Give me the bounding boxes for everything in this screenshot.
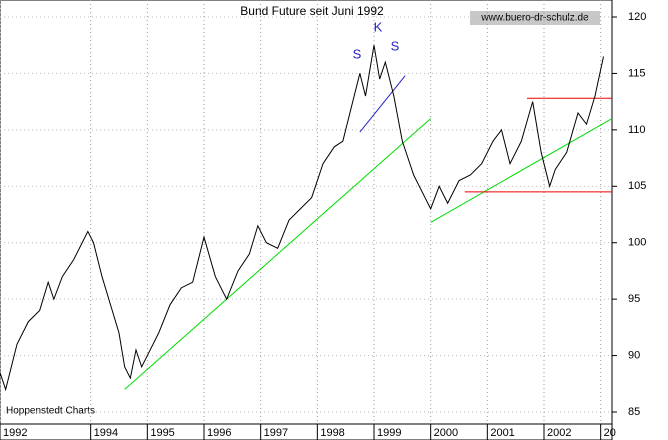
y-tick-label: 110 — [628, 124, 646, 136]
watermark-box — [470, 11, 600, 25]
x-tick-label: 1994 — [94, 427, 118, 439]
chart-title: Bund Future seit Juni 1992 — [240, 4, 384, 18]
y-tick-label: 105 — [628, 180, 646, 192]
x-tick-label: 2001 — [490, 427, 514, 439]
source: Hoppenstedt Charts — [6, 406, 95, 417]
trend-line — [124, 118, 431, 390]
y-tick-label: 90 — [628, 349, 640, 361]
y-tick-label: 95 — [628, 293, 640, 305]
pattern-label: S — [353, 46, 362, 61]
x-tick-label: 2002 — [547, 427, 571, 439]
watermark: www.buero-dr-schulz.de — [480, 13, 589, 24]
x-tick-label: 1996 — [207, 427, 231, 439]
x-tick-label: 2000 — [434, 427, 458, 439]
y-tick-label: 115 — [628, 67, 646, 79]
x-axis-band — [0, 423, 613, 440]
x-tick-label: 20 — [604, 427, 616, 439]
x-tick-label: 1995 — [150, 427, 174, 439]
price-line — [0, 45, 604, 392]
y-tick-label: 100 — [628, 237, 646, 249]
y-tick-label: 120 — [628, 11, 646, 23]
pattern-label: S — [391, 38, 400, 53]
x-tick-label: 1998 — [320, 427, 344, 439]
x-tick-label: 1999 — [377, 427, 401, 439]
trend-line — [430, 118, 613, 223]
plot-frame — [0, 0, 613, 425]
trend-line — [359, 75, 406, 133]
pattern-label: K — [374, 19, 383, 34]
x-tick-label: 1992 — [3, 427, 27, 439]
x-tick-label: 1997 — [264, 427, 288, 439]
y-tick-label: 85 — [628, 406, 640, 418]
